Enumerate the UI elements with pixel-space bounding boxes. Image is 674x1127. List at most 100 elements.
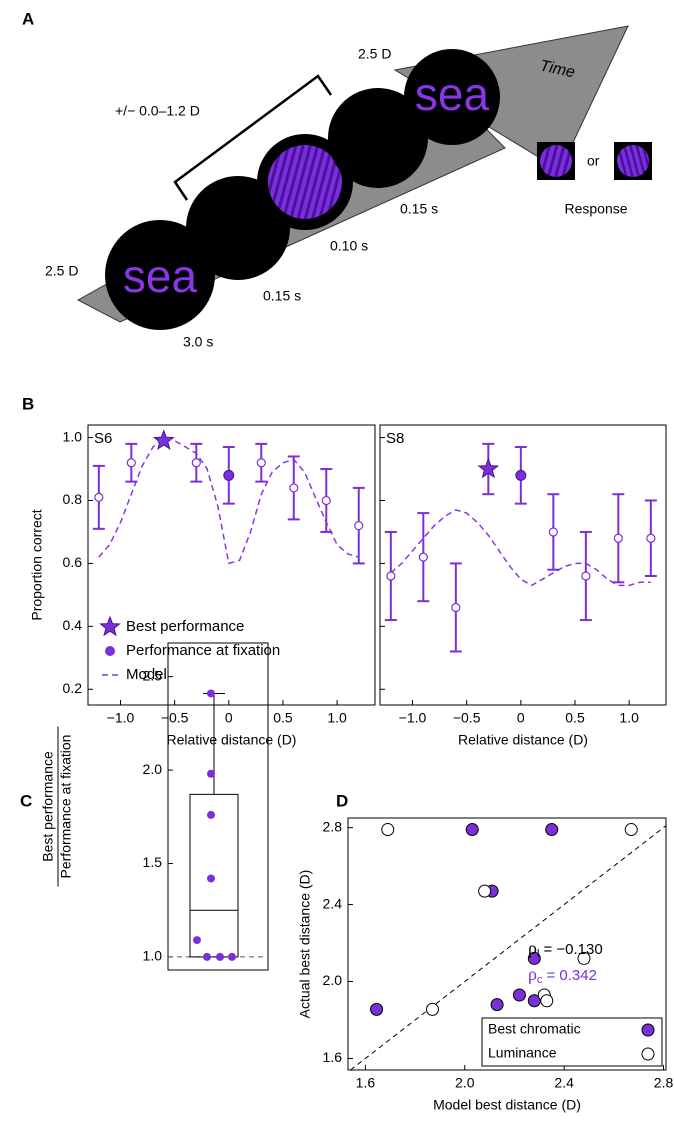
x-tick-label: −0.5 [161,710,189,726]
data-point [613,533,623,543]
stimulus-disc [105,220,215,330]
legend-label: Model [126,666,167,683]
y-tick-label: 2.0 [323,972,343,988]
duration-label: 3.0 s [183,334,213,350]
data-point [191,458,201,468]
data-point [126,458,136,468]
legend-marker [99,615,121,637]
data-point [228,952,236,961]
legend-label: Luminance [488,1045,557,1061]
stimulus-word: sea [123,250,198,302]
data-point [581,571,591,581]
legend-box [481,1017,663,1067]
x-tick-label: 2.4 [554,1075,574,1091]
annotation-symbol: ρ [528,964,537,984]
data-point [451,602,461,613]
grating [268,145,342,219]
annotation-sub: c [537,974,543,986]
data-point [386,571,396,581]
stimulus-disc [328,88,428,188]
distance-label: 2.5 D [45,263,78,279]
panel-subject: S8 [386,430,404,447]
model-line [390,509,651,587]
x-tick-label: 0.5 [273,710,293,726]
data-point [490,998,504,1012]
panel-label: A [22,9,34,28]
data-point [512,988,526,1002]
y-axis-label: Proportion correct [29,509,45,620]
data-point [256,458,266,468]
x-tick-label: 0.5 [565,710,585,726]
data-point [203,952,211,961]
y-tick-label: 1.0 [63,428,83,444]
plot-frame [167,642,269,971]
y-tick-label: 2.5 [143,667,163,683]
data-point [321,495,331,506]
plot-frame [379,424,667,706]
grating [540,145,572,177]
y-tick-label: 1.0 [143,948,163,964]
data-point [646,533,656,543]
data-point [193,936,201,945]
legend-marker [641,1047,655,1061]
distance-label: 2.5 D [358,46,391,62]
fixation-marker [223,469,235,481]
data-point [425,1002,439,1016]
or-label: or [587,153,600,169]
legend-label: Best chromatic [488,1021,581,1037]
annotation-text: = −0.130 [543,941,602,958]
y-tick-label: 2.8 [323,818,343,834]
data-point [354,521,364,531]
y-tick-label: 2.4 [323,895,343,911]
x-tick-label: 2.0 [455,1075,475,1091]
stimulus-disc [404,49,500,145]
annotation-sub: l [537,948,539,960]
legend-label: Best performance [126,618,244,635]
data-point [624,823,638,837]
diagram: Time sea sea +/− 0.0–1.2 D 2.5 D 2.5 D 3… [45,25,652,350]
grating [617,145,649,177]
y-axis-label: Performance at fixation [58,735,74,879]
panel-label: B [22,394,34,413]
data-point [207,810,215,819]
data-point [577,951,591,965]
data-point [527,951,541,965]
y-tick-label: 0.2 [63,680,83,696]
stimulus-word: sea [415,68,490,120]
data-point [216,952,224,961]
x-tick-label: 1.0 [327,710,347,726]
duration-label: 0.15 s [400,201,438,217]
y-tick-label: 1.6 [323,1049,343,1065]
data-point [465,823,479,837]
data-point [207,874,215,883]
data-point [418,552,428,562]
y-tick-label: 0.8 [63,491,83,507]
data-point [94,492,104,502]
y-axis-label: Actual best distance (D) [297,870,313,1019]
x-tick-label: 2.8 [654,1075,674,1091]
duration-label: 0.15 s [263,288,301,304]
data-point [381,823,395,837]
identity-line [350,825,667,1071]
best-marker [477,457,500,479]
best-marker [152,429,175,450]
x-axis-label: Model best distance (D) [433,1097,581,1113]
x-tick-label: 1.6 [356,1075,376,1091]
model-line [98,436,360,565]
panel-label: C [20,791,32,810]
plot-frame [347,817,667,1071]
x-tick-label: −0.5 [453,710,481,726]
legend-marker [641,1023,655,1037]
y-tick-label: 0.4 [63,617,83,633]
y-tick-label: 2.0 [143,761,163,777]
duration-label: 0.10 s [330,238,368,254]
x-tick-label: −1.0 [399,710,427,726]
annotation-symbol: ρ [528,938,537,958]
data-point [545,823,559,837]
data-point [548,527,558,537]
range-label: +/− 0.0–1.2 D [115,103,200,119]
x-tick-label: −1.0 [107,710,135,726]
data-point [207,769,215,778]
plot-frame [87,424,376,706]
